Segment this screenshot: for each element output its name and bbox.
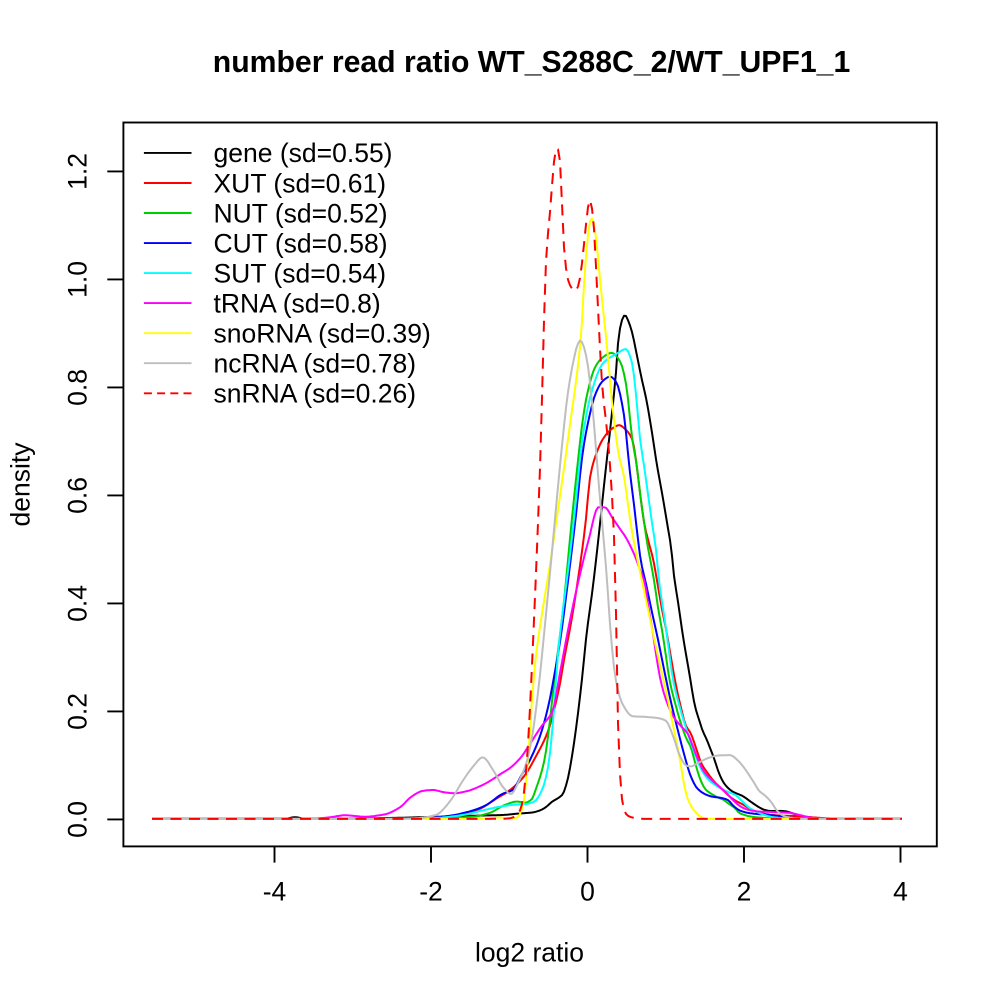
svg-text:number read ratio WT_S288C_2/W: number read ratio WT_S288C_2/WT_UPF1_1 <box>213 46 851 79</box>
svg-text:-4: -4 <box>263 876 287 906</box>
svg-text:density: density <box>6 442 36 527</box>
svg-text:snRNA (sd=0.26): snRNA (sd=0.26) <box>214 379 417 409</box>
svg-text:log2 ratio: log2 ratio <box>475 938 584 968</box>
svg-text:0.4: 0.4 <box>63 585 93 622</box>
svg-text:0.8: 0.8 <box>63 369 93 406</box>
svg-text:1.0: 1.0 <box>63 261 93 298</box>
svg-text:tRNA (sd=0.8): tRNA (sd=0.8) <box>214 288 381 318</box>
svg-text:4: 4 <box>893 876 908 906</box>
svg-text:XUT (sd=0.61): XUT (sd=0.61) <box>214 168 387 198</box>
svg-text:-2: -2 <box>419 876 443 906</box>
svg-text:0.0: 0.0 <box>63 801 93 838</box>
svg-text:snoRNA (sd=0.39): snoRNA (sd=0.39) <box>214 319 431 349</box>
svg-text:2: 2 <box>737 876 752 906</box>
svg-text:NUT (sd=0.52): NUT (sd=0.52) <box>214 198 388 228</box>
svg-text:gene (sd=0.55): gene (sd=0.55) <box>214 138 393 168</box>
svg-text:SUT (sd=0.54): SUT (sd=0.54) <box>214 258 387 288</box>
svg-text:0.6: 0.6 <box>63 477 93 514</box>
svg-text:1.2: 1.2 <box>63 153 93 190</box>
svg-text:0: 0 <box>580 876 595 906</box>
svg-text:CUT (sd=0.58): CUT (sd=0.58) <box>214 228 388 258</box>
svg-text:0.2: 0.2 <box>63 693 93 730</box>
svg-text:ncRNA (sd=0.78): ncRNA (sd=0.78) <box>214 349 417 379</box>
